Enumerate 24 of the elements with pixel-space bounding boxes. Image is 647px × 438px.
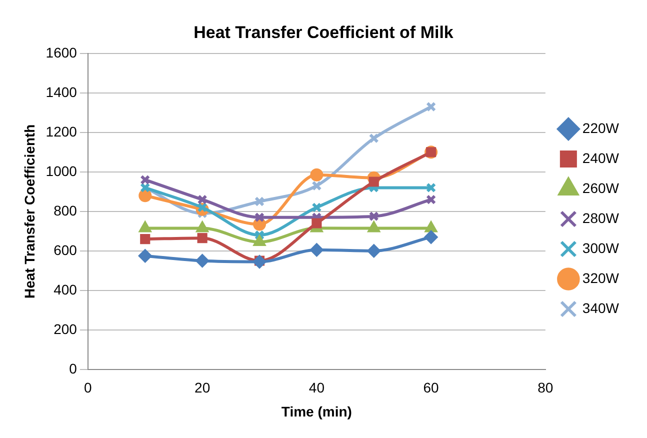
y-tick-label: 0 [69, 360, 78, 376]
legend-label: 340W [582, 300, 620, 316]
x-tick-label: 80 [538, 380, 554, 396]
y-axis-title: Heat Transfer Coefficienth [21, 124, 38, 299]
y-tick-label: 1000 [46, 162, 78, 179]
legend-label: 320W [582, 270, 620, 286]
x-tick-label: 60 [423, 380, 440, 396]
legend-label: 240W [582, 150, 620, 166]
chart-title: Heat Transfer Coefficient of Milk [194, 22, 454, 42]
y-tick-label: 1600 [46, 44, 78, 60]
legend-label: 280W [582, 210, 620, 226]
y-tick-label: 1400 [46, 84, 78, 100]
x-tick-label: 0 [84, 380, 92, 396]
legend-label: 300W [582, 240, 620, 256]
legend-label: 260W [582, 180, 620, 196]
y-tick-label: 400 [54, 281, 78, 298]
y-tick-label: 600 [54, 242, 78, 258]
y-tick-label: 200 [54, 320, 78, 337]
x-axis-title: Time (min) [281, 403, 352, 420]
x-tick-label: 20 [194, 380, 210, 396]
y-tick-label: 1200 [46, 123, 78, 140]
x-tick-label: 40 [308, 380, 325, 396]
y-tick-label: 800 [54, 202, 78, 218]
legend-label: 220W [582, 120, 620, 136]
